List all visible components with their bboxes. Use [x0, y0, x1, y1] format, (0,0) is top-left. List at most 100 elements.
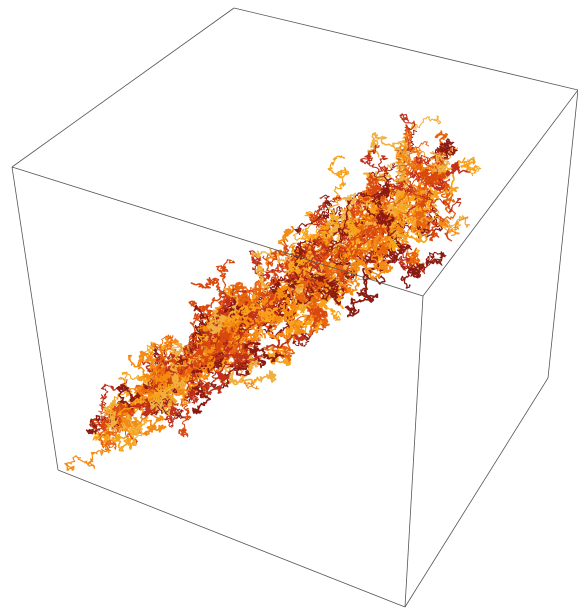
walk-path [140, 365, 167, 394]
box-edge [233, 7, 578, 91]
walk-path [198, 372, 230, 395]
walk-path [416, 168, 447, 181]
walk-path [434, 138, 458, 156]
walk-path [377, 240, 390, 256]
walk-path [186, 335, 213, 367]
walk-path [266, 334, 307, 350]
walk-path [228, 369, 277, 386]
walk-path [327, 155, 350, 200]
walk-path [153, 370, 181, 389]
walk-path [306, 305, 328, 329]
walk-path [248, 250, 284, 280]
box-edge [57, 469, 406, 608]
walk-path [429, 150, 453, 173]
walk-path [260, 330, 296, 363]
walk-path [188, 300, 239, 320]
walk-path [244, 279, 262, 309]
walk-path [122, 411, 139, 428]
box-edge [11, 166, 424, 297]
walk-path [287, 257, 306, 275]
walk-path [98, 424, 121, 451]
walk-path [355, 180, 379, 220]
walk-path [117, 374, 206, 416]
walk-path [322, 244, 345, 270]
walk-path [330, 286, 345, 309]
walk-path [131, 398, 157, 417]
walk-path [239, 351, 259, 368]
walk-path [206, 296, 234, 356]
walk-path [261, 282, 290, 306]
walk-path [218, 351, 235, 385]
walk-path [206, 309, 227, 335]
walk-path [229, 281, 252, 307]
walk-path [438, 216, 470, 236]
walk-path [298, 236, 324, 301]
walk-path [147, 397, 164, 410]
walk-path [405, 247, 425, 273]
walk-path [257, 307, 279, 323]
walk-path [266, 240, 290, 287]
walk-path [149, 384, 178, 416]
walk-path [372, 223, 403, 250]
walk-path [276, 285, 300, 322]
walk-path [412, 210, 432, 227]
walk-path [199, 351, 265, 388]
walk-path [190, 338, 213, 370]
walk-path [394, 189, 427, 204]
box-edge [547, 89, 578, 379]
walk-path [287, 287, 323, 312]
box-edge [11, 166, 59, 471]
walk-path [326, 189, 389, 253]
walk-path [382, 202, 408, 248]
walk-path [391, 229, 428, 244]
walk-path [196, 327, 232, 361]
walk-path [360, 144, 389, 175]
walk-path [243, 342, 285, 369]
box-edge [422, 89, 578, 297]
walk-path [367, 175, 435, 211]
walk-path [359, 185, 429, 230]
walk-path [400, 262, 425, 289]
walk-path [112, 422, 144, 447]
walk-path [108, 410, 118, 430]
box-edge [404, 377, 549, 608]
walk-path [366, 231, 395, 257]
walk-path [292, 210, 336, 251]
walk-path [309, 272, 342, 306]
walk-path [103, 430, 137, 451]
box-edge [404, 295, 424, 608]
walk-path [186, 369, 199, 405]
walk-path [139, 410, 165, 428]
walk-path [370, 243, 394, 273]
walk-path [427, 130, 453, 168]
box-front [11, 89, 578, 608]
walk-path [460, 156, 482, 177]
random-walks [64, 113, 482, 471]
walk-path [402, 129, 429, 154]
walk-path [340, 195, 357, 244]
walk-path [324, 192, 357, 239]
walk-path [215, 259, 236, 297]
walk-path [350, 258, 382, 281]
box-back [11, 7, 578, 608]
walk-path [398, 156, 423, 178]
walk-path [375, 207, 396, 237]
walk-path [303, 277, 340, 302]
walk-path [195, 334, 247, 352]
walk-path [190, 276, 223, 308]
walk-path [420, 251, 447, 271]
walk-path [294, 194, 333, 236]
walk-path [334, 199, 371, 223]
walk-path [395, 181, 462, 213]
walk-path [64, 428, 112, 471]
walk-path [100, 398, 129, 443]
walk-path [439, 184, 457, 227]
walk-path [399, 113, 416, 151]
walk-path [164, 402, 181, 428]
walk-path [395, 146, 412, 169]
walk-path [163, 346, 194, 379]
walk-path [115, 384, 141, 410]
walk-path [102, 399, 120, 431]
walk-path [310, 243, 349, 274]
